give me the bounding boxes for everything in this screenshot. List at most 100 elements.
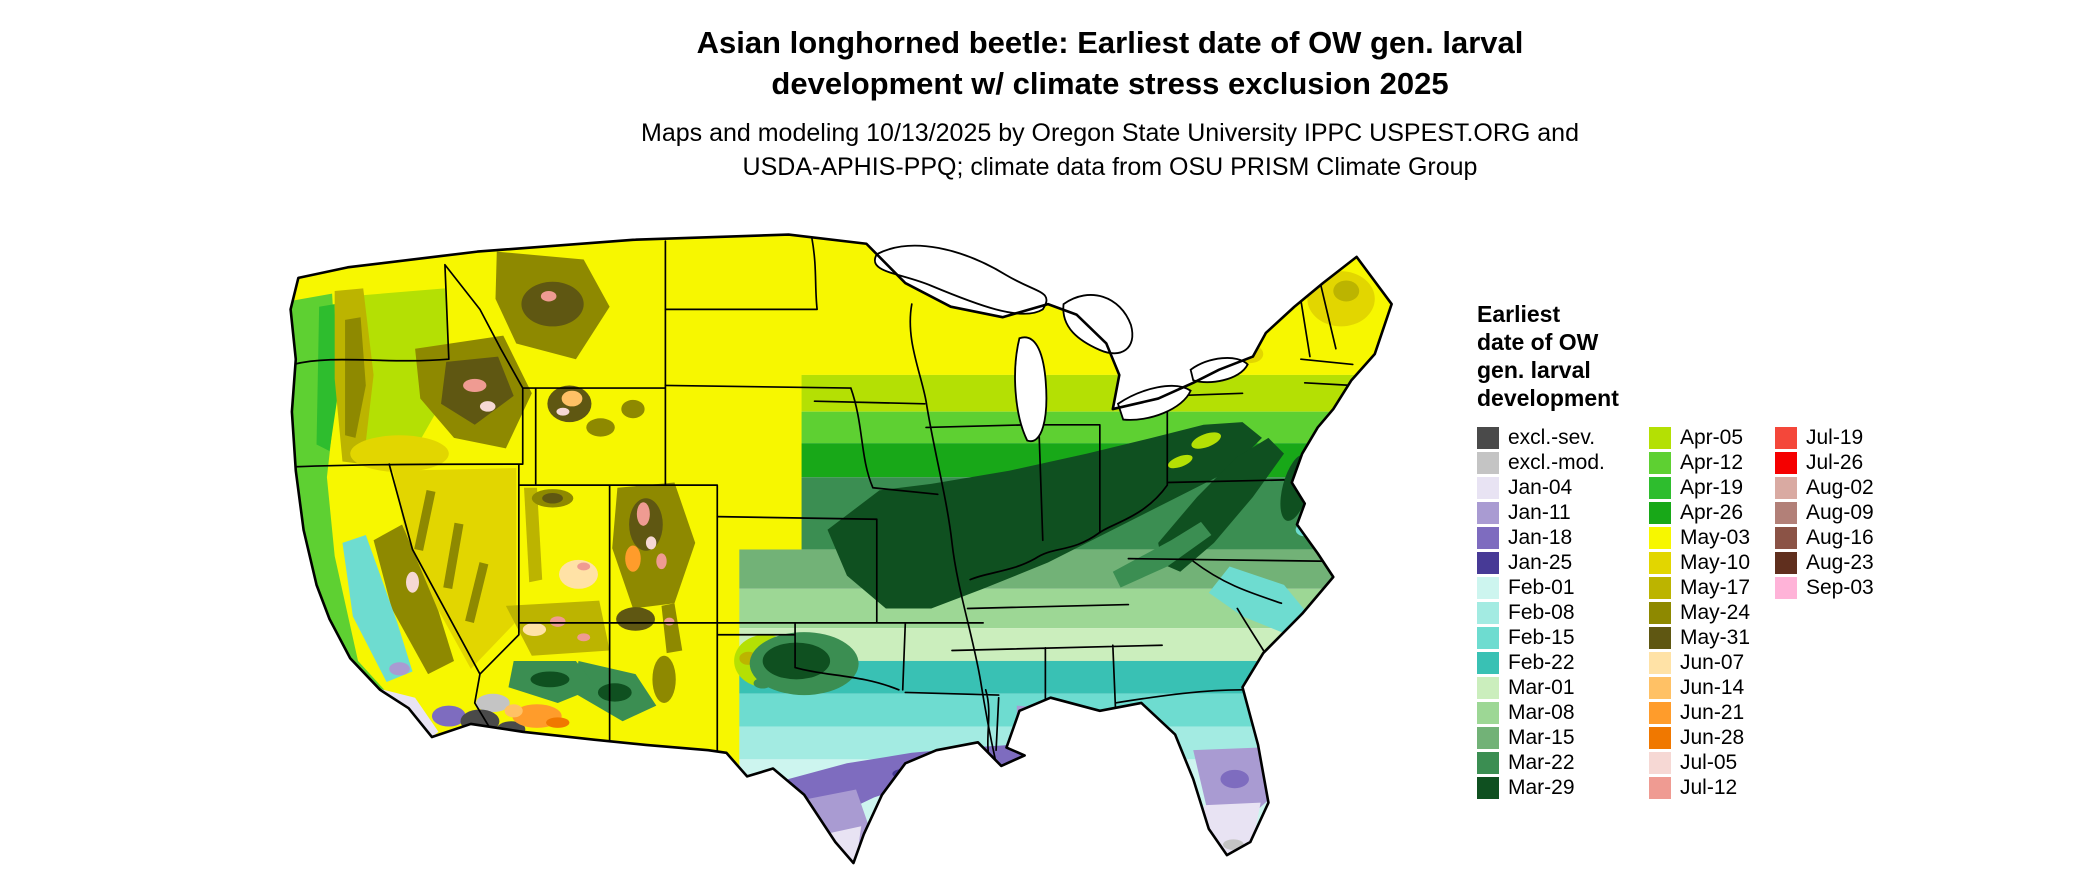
legend-swatch bbox=[1775, 451, 1797, 474]
legend-swatch bbox=[1649, 426, 1671, 449]
legend-label: Feb-15 bbox=[1508, 626, 1575, 649]
legend-item: Mar-01 bbox=[1477, 675, 1649, 700]
legend-item: Mar-29 bbox=[1477, 775, 1649, 800]
us-map-svg bbox=[289, 233, 1393, 865]
legend-swatch bbox=[1649, 601, 1671, 624]
map-region-fill bbox=[1191, 432, 1221, 449]
map-region-fill bbox=[556, 407, 570, 416]
legend-item: Jan-25 bbox=[1477, 550, 1649, 575]
legend-item: Jan-04 bbox=[1477, 475, 1649, 500]
state-borders bbox=[292, 237, 1354, 767]
legend-label: May-10 bbox=[1680, 551, 1751, 574]
map-region-fill bbox=[621, 399, 645, 419]
map-subtitle: Maps and modeling 10/13/2025 by Oregon S… bbox=[130, 116, 2090, 184]
map-region-fill bbox=[406, 571, 419, 593]
map-region-fill bbox=[652, 655, 676, 703]
legend-item: May-24 bbox=[1649, 600, 1775, 625]
lake-huron bbox=[1062, 294, 1134, 355]
legend-label: Sep-03 bbox=[1806, 576, 1874, 599]
legend-item: Feb-08 bbox=[1477, 600, 1649, 625]
legend-item: Apr-26 bbox=[1649, 500, 1775, 525]
legend-item: Mar-15 bbox=[1477, 725, 1649, 750]
legend-swatch bbox=[1649, 476, 1671, 499]
map-region-fill bbox=[542, 493, 563, 504]
legend-label: Jul-26 bbox=[1806, 451, 1864, 474]
legend-label: Jan-11 bbox=[1508, 501, 1571, 524]
legend-column-1: excl.-sev. excl.-mod. Jan-04 Jan-11 Jan-18 Ja… bbox=[1477, 425, 1649, 800]
legend-title-line2: date of OW bbox=[1477, 329, 1599, 355]
legend-label: Jun-28 bbox=[1680, 726, 1745, 749]
legend-item: Jul-12 bbox=[1649, 775, 1775, 800]
map-region-fill bbox=[540, 290, 557, 302]
map-region-fill bbox=[350, 435, 449, 473]
map-region-fill bbox=[290, 293, 390, 706]
legend-column-2: Apr-05 Apr-12 Apr-19 Apr-26 May-03 May-10 May-… bbox=[1649, 425, 1775, 800]
map-region-fill bbox=[522, 622, 547, 637]
map-region-fill bbox=[476, 693, 510, 713]
legend-swatch bbox=[1477, 626, 1499, 649]
legend-label: Mar-22 bbox=[1508, 751, 1575, 774]
legend-item: Apr-19 bbox=[1649, 475, 1775, 500]
legend-swatch bbox=[1477, 676, 1499, 699]
map-region-fill bbox=[345, 317, 366, 438]
legend-swatch bbox=[1477, 551, 1499, 574]
legend-swatch bbox=[1649, 626, 1671, 649]
legend-label: Jul-19 bbox=[1806, 426, 1864, 449]
legend-swatch bbox=[1477, 451, 1499, 474]
state-border-lines-plains bbox=[664, 237, 1101, 765]
legend-item: Apr-05 bbox=[1649, 425, 1775, 450]
legend-column-3: Jul-19 Jul-26 Aug-02 Aug-09 Aug-16 Aug-23 Sep-… bbox=[1775, 425, 1925, 600]
legend-swatch bbox=[1649, 701, 1671, 724]
legend-item: Jan-11 bbox=[1477, 500, 1649, 525]
map-region-fill bbox=[616, 607, 656, 631]
legend-swatch bbox=[1649, 676, 1671, 699]
legend-title: Earliest date of OW gen. larval developm… bbox=[1477, 300, 2077, 412]
map-region-fill bbox=[1333, 280, 1360, 302]
legend-swatch bbox=[1649, 726, 1671, 749]
map-region-fill bbox=[625, 545, 641, 572]
state-border-lines-west bbox=[292, 240, 984, 754]
legend-label: Mar-08 bbox=[1508, 701, 1575, 724]
legend-swatch bbox=[1775, 551, 1797, 574]
map-region-fill bbox=[463, 378, 487, 392]
map-region-fill bbox=[504, 704, 523, 718]
legend-label: Apr-12 bbox=[1680, 451, 1744, 474]
legend-swatch bbox=[1649, 751, 1671, 774]
legend-swatch bbox=[1477, 576, 1499, 599]
lake-erie bbox=[1116, 385, 1192, 421]
legend-swatch bbox=[1649, 576, 1671, 599]
map-region-fill bbox=[546, 717, 570, 728]
legend-item: Aug-16 bbox=[1775, 525, 1925, 550]
map-region-fill bbox=[762, 642, 831, 680]
map-band bbox=[290, 726, 1392, 760]
legend-item: Jan-18 bbox=[1477, 525, 1649, 550]
legend-item: May-03 bbox=[1649, 525, 1775, 550]
legend-item: Aug-09 bbox=[1775, 500, 1925, 525]
map-region-fill bbox=[561, 390, 583, 407]
map-region-fill bbox=[656, 553, 667, 570]
legend-label: May-31 bbox=[1680, 626, 1751, 649]
map-region-fill bbox=[389, 662, 410, 676]
us-outline bbox=[289, 233, 1393, 865]
lake-superior bbox=[874, 244, 1048, 315]
state-border-lines-east bbox=[904, 282, 1354, 767]
legend-label: Aug-23 bbox=[1806, 551, 1874, 574]
legend-label: Mar-29 bbox=[1508, 776, 1575, 799]
legend-swatch bbox=[1775, 526, 1797, 549]
map-header: Asian longhorned beetle: Earliest date o… bbox=[130, 22, 2090, 184]
legend-swatch bbox=[1649, 776, 1671, 799]
legend-swatch bbox=[1775, 426, 1797, 449]
legend-item: Jul-26 bbox=[1775, 450, 1925, 475]
map-title-line2: development w/ climate stress exclusion … bbox=[771, 66, 1449, 101]
legend-item: Aug-02 bbox=[1775, 475, 1925, 500]
legend-label: Jan-25 bbox=[1508, 551, 1573, 574]
legend-item: May-31 bbox=[1649, 625, 1775, 650]
legend-item: Feb-15 bbox=[1477, 625, 1649, 650]
map-region-fill bbox=[645, 536, 657, 550]
legend-swatch bbox=[1477, 776, 1499, 799]
legend-columns: excl.-sev. excl.-mod. Jan-04 Jan-11 Jan-18 Ja… bbox=[1477, 425, 2077, 800]
legend-label: Apr-26 bbox=[1680, 501, 1744, 524]
map-region-fill bbox=[577, 633, 591, 642]
map-title-line1: Asian longhorned beetle: Earliest date o… bbox=[696, 25, 1524, 60]
legend-swatch bbox=[1477, 501, 1499, 524]
